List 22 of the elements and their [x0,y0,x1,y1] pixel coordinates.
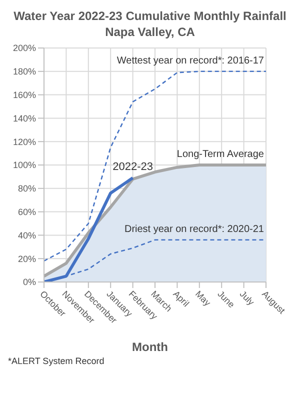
text: *ALERT System Record [8,356,106,366]
y-tick-label: 200% [12,43,36,54]
y-tick-label: 140% [12,113,36,124]
y-tick-label: 80% [18,184,36,194]
chart-subtitle: Napa Valley, CA [104,24,196,40]
x-tick-label: July [238,288,257,308]
y-tick-label: 100% [12,160,36,170]
series-label: Long-Term Average [176,149,264,160]
series-label: 2022-23 [112,160,153,173]
series-label: Driest year on record*: 2020-21 [124,224,264,235]
y-tick-label: 40% [18,230,36,240]
chart-title: Water Year 2022-23 Cumulative Monthly Rainfall [12,8,288,24]
x-tick-label: April [171,288,192,309]
y-tick-label: 0% [22,277,36,288]
line-series [43,70,267,262]
y-tick-label: 20% [18,254,36,264]
x-axis-title: Month [131,340,169,354]
y-tick-label: 60% [18,206,36,217]
series-label: Wettest year on record*: 2016-17 [116,55,264,66]
y-tick-label: 180% [12,66,36,77]
y-tick-label: 160% [12,90,36,100]
y-tick-label: 120% [12,136,36,147]
